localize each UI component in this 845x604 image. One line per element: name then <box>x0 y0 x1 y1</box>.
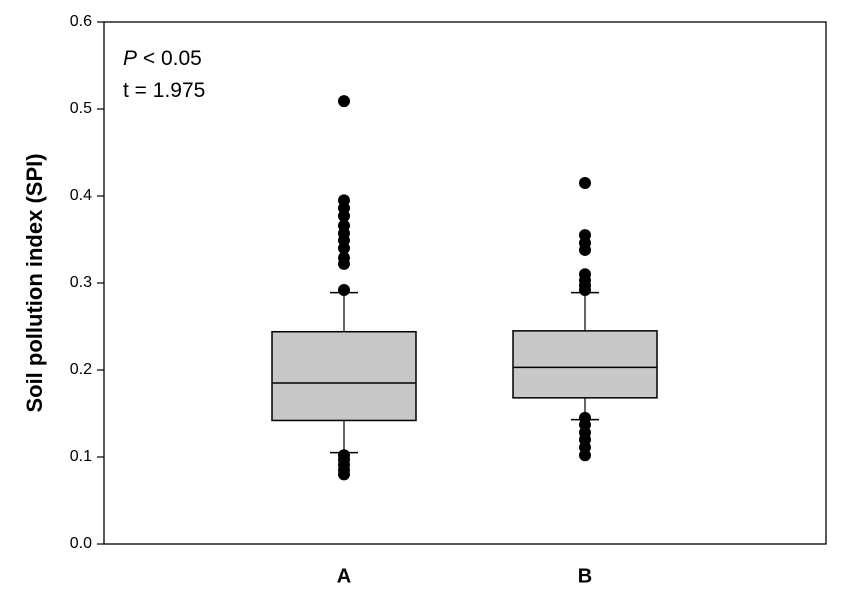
annotation-part: < 0.05 <box>137 47 202 70</box>
y-axis-label: Soil pollution index (SPI) <box>22 153 47 412</box>
outlier <box>338 95 350 108</box>
annotation-part: P <box>123 47 137 70</box>
y-tick-label: 0.1 <box>70 448 92 465</box>
outlier <box>579 449 591 462</box>
outlier <box>579 283 591 296</box>
y-tick-label: 0.5 <box>70 100 92 117</box>
plot-frame <box>103 21 827 545</box>
box <box>271 330 417 422</box>
annotation: P < 0.05 <box>123 47 202 70</box>
annotation: t = 1.975 <box>123 79 205 102</box>
outlier <box>338 210 350 223</box>
x-tick-label: A <box>337 565 351 587</box>
y-tick-label: 0.0 <box>70 535 92 552</box>
outlier <box>579 176 591 189</box>
x-tick-label: B <box>578 565 592 587</box>
outlier <box>338 257 350 270</box>
y-tick-label: 0.2 <box>70 361 92 378</box>
outlier <box>338 283 350 296</box>
box <box>512 330 658 399</box>
y-tick-label: 0.4 <box>70 187 92 204</box>
annotation-part: t = 1.975 <box>123 79 205 102</box>
y-tick-label: 0.6 <box>70 13 92 30</box>
outlier <box>338 242 350 255</box>
y-tick-label: 0.3 <box>70 274 92 291</box>
outlier <box>338 468 350 481</box>
outlier <box>579 243 591 256</box>
